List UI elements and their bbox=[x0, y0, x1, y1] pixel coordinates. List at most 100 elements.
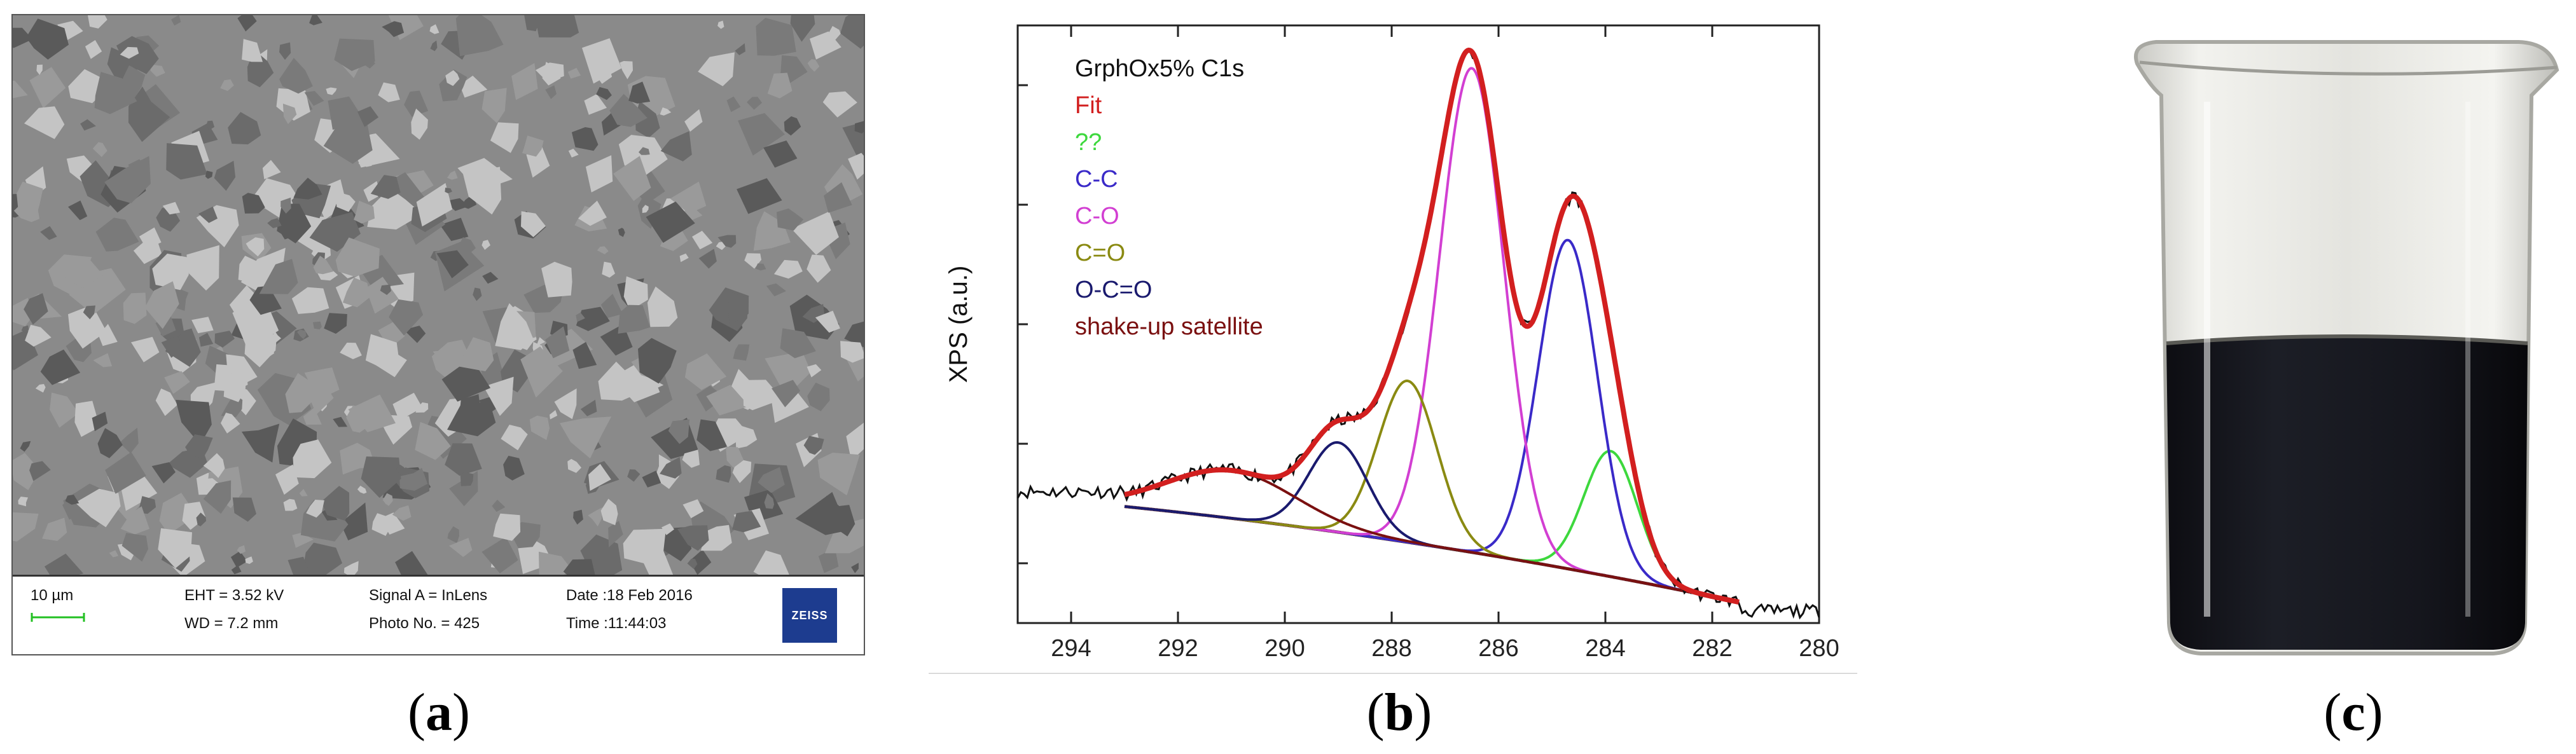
sem-grain bbox=[481, 240, 490, 250]
sem-grain bbox=[176, 399, 212, 445]
sem-grain bbox=[763, 141, 798, 168]
sem-grain bbox=[550, 410, 558, 420]
sem-grain bbox=[378, 82, 400, 102]
sem-grain bbox=[93, 353, 113, 367]
sem-grain bbox=[279, 58, 313, 94]
sem-grain bbox=[609, 93, 647, 127]
sem-grain bbox=[220, 79, 234, 92]
sem-grain bbox=[26, 18, 69, 60]
sem-grain bbox=[772, 380, 801, 408]
x-tick-label: 290 bbox=[1264, 635, 1305, 662]
sem-grain bbox=[511, 63, 538, 100]
sem-grain bbox=[637, 374, 664, 394]
sem-grain bbox=[98, 324, 118, 346]
sem-grain bbox=[373, 347, 407, 378]
sem-grain bbox=[306, 500, 324, 518]
sem-grain bbox=[237, 545, 246, 554]
sem-grain bbox=[580, 399, 597, 416]
sem-grain bbox=[445, 443, 482, 476]
sem-grain bbox=[692, 231, 713, 250]
sem-grain bbox=[75, 488, 121, 528]
sem-grain bbox=[50, 392, 79, 428]
sem-grain bbox=[251, 339, 275, 364]
sem-grain bbox=[161, 336, 184, 358]
sem-grain bbox=[120, 46, 139, 59]
sem-grain bbox=[380, 512, 405, 535]
sem-grain bbox=[13, 329, 38, 371]
sem-grain bbox=[291, 287, 329, 314]
sem-grain bbox=[13, 453, 40, 490]
sem-grain bbox=[447, 170, 458, 180]
sem-grain bbox=[366, 277, 399, 314]
component-c-c bbox=[1124, 238, 1740, 604]
sem-grain bbox=[679, 253, 689, 263]
sem-grain bbox=[576, 306, 610, 331]
sem-grain bbox=[646, 202, 695, 243]
sem-grain bbox=[279, 42, 291, 60]
sem-grain bbox=[773, 259, 803, 279]
sem-grain bbox=[732, 511, 761, 533]
sem-grain bbox=[270, 331, 281, 343]
sem-grain bbox=[818, 547, 839, 573]
sem-grain bbox=[677, 525, 709, 551]
beaker-photo bbox=[2134, 40, 2559, 655]
sem-grain bbox=[303, 408, 322, 425]
sem-grain bbox=[431, 339, 471, 381]
sem-grain bbox=[186, 245, 219, 291]
sem-grain bbox=[182, 502, 206, 530]
sem-grain bbox=[791, 211, 839, 255]
x-tick-label: 284 bbox=[1585, 635, 1625, 662]
sem-grain bbox=[305, 377, 334, 415]
sem-grain bbox=[65, 495, 80, 505]
sem-grain bbox=[283, 498, 298, 511]
x-tick-label: 282 bbox=[1692, 635, 1732, 662]
sem-grain bbox=[554, 388, 577, 420]
sem-grain bbox=[97, 428, 123, 458]
sem-grain bbox=[399, 467, 428, 491]
sem-grain bbox=[717, 20, 724, 29]
sem-grain bbox=[18, 497, 28, 507]
sem-grain bbox=[545, 326, 570, 359]
sem-grain bbox=[473, 287, 482, 301]
sem-grain bbox=[343, 277, 371, 308]
sem-grain bbox=[455, 15, 504, 57]
sem-grain bbox=[753, 211, 791, 251]
sem-grain bbox=[45, 553, 84, 575]
sem-grain bbox=[541, 261, 572, 298]
sem-grain bbox=[743, 380, 783, 411]
sem-grain bbox=[642, 205, 649, 213]
sem-grain bbox=[447, 526, 459, 544]
sem-grain bbox=[545, 85, 557, 99]
sem-grain bbox=[521, 211, 546, 237]
sem-grain bbox=[85, 40, 102, 59]
sem-grain bbox=[159, 493, 197, 535]
sem-grain bbox=[171, 15, 181, 26]
sem-grain bbox=[588, 463, 611, 491]
sem-grain bbox=[203, 480, 232, 514]
sem-grain bbox=[573, 509, 583, 525]
sem-grain bbox=[259, 259, 298, 294]
sem-grain bbox=[24, 106, 65, 139]
sem-grain bbox=[851, 563, 859, 573]
sem-grain bbox=[534, 15, 579, 38]
sem-grain bbox=[287, 556, 310, 575]
legend-entry: GrphOx5% C1s bbox=[1075, 55, 1244, 82]
sem-grain bbox=[460, 394, 481, 419]
sem-grain bbox=[297, 329, 307, 339]
beaker-liquid bbox=[2166, 337, 2528, 650]
sem-grain bbox=[20, 441, 31, 452]
sem-grain bbox=[459, 76, 488, 98]
sem-grain bbox=[241, 423, 280, 463]
sem-grain bbox=[817, 453, 860, 496]
sem-grain bbox=[600, 498, 618, 526]
legend-entry: C-O bbox=[1075, 203, 1119, 230]
sem-grain bbox=[706, 385, 749, 416]
sem-grain bbox=[155, 315, 176, 337]
sem-grain bbox=[404, 90, 429, 117]
sem-grain bbox=[445, 198, 469, 211]
sem-grain bbox=[567, 67, 581, 79]
sem-grain bbox=[228, 112, 261, 145]
sem-grain bbox=[40, 226, 57, 240]
sem-grain bbox=[13, 198, 40, 223]
sem-grain bbox=[280, 197, 291, 214]
